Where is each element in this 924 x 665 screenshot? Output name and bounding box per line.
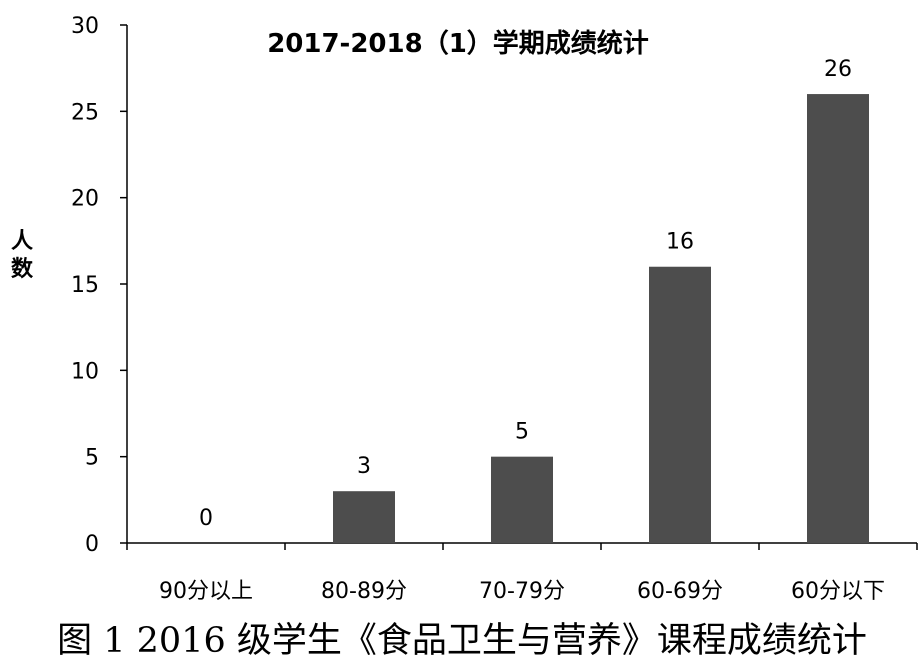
data-label: 0	[199, 506, 213, 531]
bar	[333, 491, 395, 543]
y-tick-label: 25	[71, 100, 99, 125]
data-label: 26	[824, 57, 852, 82]
y-tick-label: 0	[85, 532, 99, 557]
x-tick-label: 80-89分	[321, 579, 407, 604]
x-tick-label: 60分以下	[791, 579, 885, 604]
data-label: 3	[357, 454, 371, 479]
chart-title: 2017-2018（1）学期成绩统计	[267, 28, 649, 59]
y-axis-label-char: 数	[11, 256, 34, 282]
y-tick-label: 20	[71, 187, 99, 212]
x-tick-label: 90分以上	[159, 579, 253, 604]
data-label: 16	[666, 230, 694, 255]
bar	[491, 456, 553, 543]
y-tick-label: 10	[71, 359, 99, 384]
y-axis-label-char: 人	[11, 229, 33, 254]
data-label: 5	[515, 420, 529, 445]
figure-caption: 图 1 2016 级学生《食品卫生与营养》课程成绩统计	[57, 621, 867, 661]
x-tick-label: 60-69分	[637, 579, 723, 604]
bar	[649, 266, 711, 543]
y-tick-label: 30	[71, 14, 99, 39]
x-tick-label: 70-79分	[479, 579, 565, 604]
y-tick-label: 15	[71, 273, 99, 298]
bar	[807, 94, 869, 544]
y-tick-label: 5	[85, 446, 99, 471]
